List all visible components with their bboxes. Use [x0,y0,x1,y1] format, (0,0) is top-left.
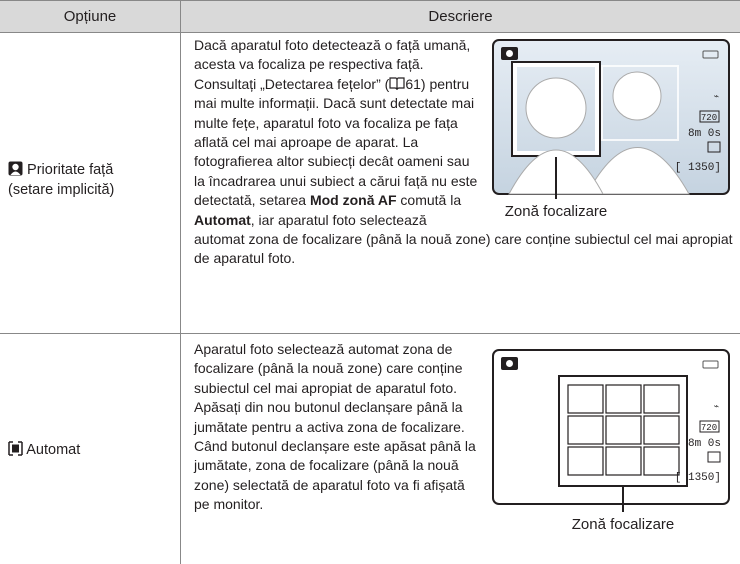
option-cell: Automat [8,440,178,460]
book-icon [389,77,405,91]
page-reference: 61 [405,75,421,92]
option-text: (setare implicită) [8,182,115,198]
table-header: Opțiune Descriere [0,0,740,33]
description-text: ) pentru mai multe informații. Dacă sunt… [194,75,478,209]
setting-name: Mod zonă AF [309,192,397,209]
screen-caption: Zonă focalizare [505,203,608,220]
af-icon [8,441,23,456]
header-cell: Opțiune [63,8,117,25]
header-cell: Descriere [428,8,493,25]
svg-text:⌁: ⌁ [714,92,719,102]
svg-text:⌁: ⌁ [714,402,719,412]
screen-caption: Zonă focalizare [572,516,675,533]
screen-label: [ 1350] [675,162,721,174]
option-text: Prioritate față [27,162,114,178]
screen-label: 8m 0s [688,128,721,140]
description-cell: ⌁ 720 8m 0s [ 1350] Zonă focalizare Apar… [194,340,734,544]
description-text: Dacă aparatul foto detectează o față uma… [194,37,471,92]
option-cell: Prioritate față (setare implicită) [8,160,178,200]
description-text: , iar aparatul foto selectează automat z… [194,211,733,267]
row-divider [0,333,740,334]
column-divider [180,0,181,564]
description-text: Aparatul foto selectează automat zona de… [194,341,476,513]
screen-label: 720 [701,113,717,123]
screen-label: [ 1350] [675,472,721,484]
description-text: comută la [396,192,462,209]
setting-name: Automat [194,211,251,228]
option-text: Automat [26,442,81,458]
camera-screen: ⌁ 720 8m 0s [ 1350] Zonă focalizare [492,349,730,533]
screen-figure: ⌁ 720 8m 0s [ 1350] Zonă focalizare [489,36,734,226]
face-icon [8,161,23,176]
screen-label: 720 [701,423,717,433]
camera-screen: ⌁ 720 8m 0s [ 1350] Zonă focalizare [492,39,730,220]
screen-figure: ⌁ 720 8m 0s [ 1350] Zonă focalizare [489,340,734,540]
screen-label: 8m 0s [688,438,721,450]
description-cell: ⌁ 720 8m 0s [ 1350] Zonă focalizare Dacă… [194,36,734,269]
